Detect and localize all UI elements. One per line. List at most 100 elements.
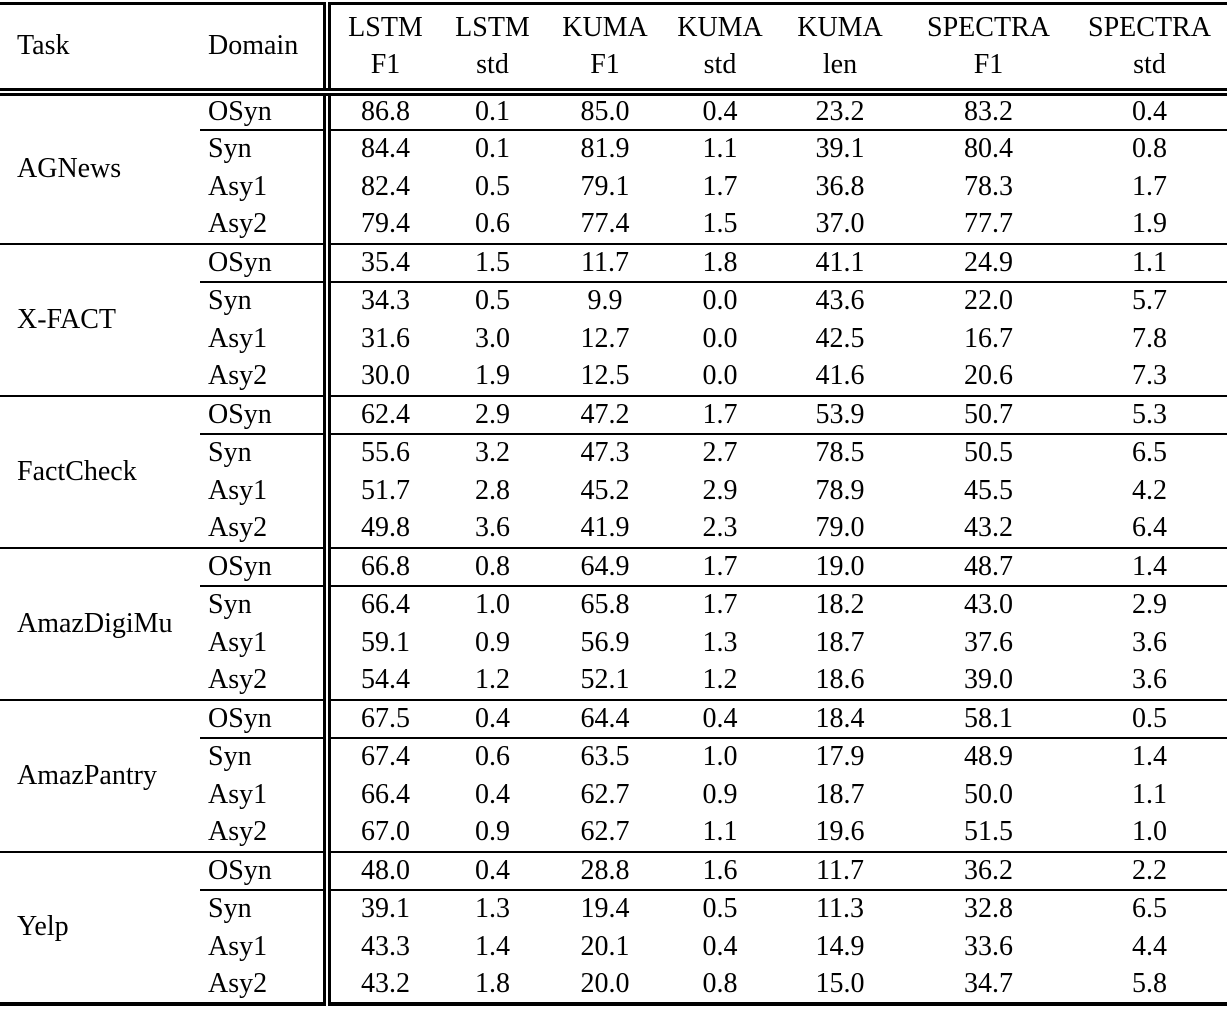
value-cell: 2.3 bbox=[665, 509, 775, 549]
table-row: Asy2 30.0 1.9 12.5 0.0 41.6 20.6 7.3 bbox=[0, 357, 1227, 397]
header-model-label: KUMA bbox=[677, 12, 763, 44]
header-model-label: LSTM bbox=[455, 12, 530, 44]
value-cell: 47.3 bbox=[580, 437, 630, 468]
value-cell: 83.2 bbox=[905, 91, 1072, 131]
value-cell: 6.5 bbox=[1132, 437, 1167, 468]
value-cell: 19.4 bbox=[580, 893, 630, 924]
value-cell: 6.5 bbox=[1132, 893, 1167, 924]
value-cell: 67.5 bbox=[323, 699, 440, 739]
value-cell: 66.4 bbox=[323, 585, 440, 624]
domain-cell: Asy1 bbox=[208, 474, 268, 506]
value-cell: 62.7 bbox=[580, 778, 630, 810]
value-cell: 39.1 bbox=[815, 133, 865, 164]
domain-cell: OSyn bbox=[200, 699, 327, 739]
value-cell: 2.9 bbox=[1132, 589, 1167, 620]
value-cell: 81.9 bbox=[580, 133, 630, 164]
value-cell: 11.3 bbox=[816, 893, 864, 924]
value-cell: 20.1 bbox=[580, 930, 630, 962]
table-row: Asy2 54.4 1.2 52.1 1.2 18.6 39.0 3.6 bbox=[0, 661, 1227, 701]
domain-cell: OSyn bbox=[200, 395, 327, 435]
value-cell: 35.4 bbox=[323, 243, 440, 283]
value-cell: 14.9 bbox=[815, 930, 865, 962]
value-cell: 11.7 bbox=[545, 243, 665, 283]
value-cell: 0.9 bbox=[440, 813, 545, 853]
value-cell: 51.7 bbox=[323, 471, 440, 510]
table-row: Syn 55.6 3.2 47.3 2.7 78.5 50.5 6.5 bbox=[0, 433, 1227, 472]
value-cell: 9.9 bbox=[587, 285, 623, 316]
task-cell: FactCheck bbox=[0, 395, 200, 549]
value-cell: 1.0 bbox=[702, 741, 738, 772]
value-cell: 0.6 bbox=[440, 205, 545, 245]
value-cell: 1.5 bbox=[665, 205, 775, 245]
table-row: Asy1 59.1 0.9 56.9 1.3 18.7 37.6 3.6 bbox=[0, 623, 1227, 662]
value-cell: 62.7 bbox=[545, 813, 665, 853]
value-cell: 1.3 bbox=[475, 893, 510, 924]
value-cell: 50.7 bbox=[905, 395, 1072, 435]
column-header-domain: Domain bbox=[200, 3, 327, 96]
value-cell: 18.6 bbox=[775, 661, 905, 701]
table-row: FactCheck OSyn 62.4 2.9 47.2 1.7 53.9 50.7 5.3 bbox=[0, 395, 1227, 549]
header-model-label: LSTM bbox=[348, 12, 423, 44]
value-cell: 0.8 bbox=[1132, 133, 1167, 164]
value-cell: 20.0 bbox=[545, 965, 665, 1005]
value-cell: 28.8 bbox=[545, 851, 665, 891]
value-cell: 63.5 bbox=[580, 741, 630, 772]
value-cell: 7.3 bbox=[1072, 357, 1227, 397]
value-cell: 17.9 bbox=[815, 741, 865, 772]
value-cell: 0.9 bbox=[702, 778, 738, 810]
value-cell: 54.4 bbox=[323, 661, 440, 701]
value-cell: 41.6 bbox=[775, 357, 905, 397]
value-cell: 37.0 bbox=[775, 205, 905, 245]
value-cell: 2.8 bbox=[475, 474, 510, 506]
value-cell: 18.2 bbox=[815, 589, 865, 620]
value-cell: 5.7 bbox=[1132, 285, 1167, 316]
value-cell: 0.4 bbox=[665, 91, 775, 131]
value-cell: 47.2 bbox=[545, 395, 665, 435]
domain-cell: Asy2 bbox=[200, 205, 327, 245]
column-header-task: Task bbox=[0, 3, 200, 96]
value-cell: 58.1 bbox=[905, 699, 1072, 739]
domain-cell: Syn bbox=[208, 893, 252, 924]
value-cell: 62.4 bbox=[323, 395, 440, 435]
value-cell: 1.0 bbox=[475, 589, 510, 620]
value-cell: 45.2 bbox=[580, 474, 630, 506]
value-cell: 0.5 bbox=[702, 893, 738, 924]
table-header: Task Domain LSTM F1 LSTM std KUMA F1 KUM… bbox=[0, 3, 1227, 96]
value-cell: 67.4 bbox=[323, 737, 440, 776]
value-cell: 1.5 bbox=[440, 243, 545, 283]
value-cell: 1.1 bbox=[665, 813, 775, 853]
task-cell: Yelp bbox=[0, 851, 200, 1005]
value-cell: 0.4 bbox=[440, 851, 545, 891]
column-header-spectra-std: SPECTRA std bbox=[1072, 3, 1227, 96]
column-header-kuma-f1: KUMA F1 bbox=[545, 3, 665, 96]
value-cell: 0.4 bbox=[475, 778, 510, 810]
results-table: Task Domain LSTM F1 LSTM std KUMA F1 KUM… bbox=[0, 2, 1227, 1006]
value-cell: 36.8 bbox=[815, 170, 865, 202]
table-row: Syn 39.1 1.3 19.4 0.5 11.3 32.8 6.5 bbox=[0, 889, 1227, 928]
domain-cell: Syn bbox=[208, 133, 252, 164]
value-cell: 3.2 bbox=[475, 437, 510, 468]
value-cell: 41.9 bbox=[545, 509, 665, 549]
value-cell: 50.5 bbox=[964, 437, 1013, 468]
value-cell: 16.7 bbox=[964, 322, 1013, 354]
domain-cell: Asy2 bbox=[200, 509, 327, 549]
value-cell: 23.2 bbox=[775, 91, 905, 131]
header-metric-label: F1 bbox=[370, 49, 401, 81]
domain-cell: Asy2 bbox=[200, 965, 327, 1005]
value-cell: 51.5 bbox=[905, 813, 1072, 853]
value-cell: 0.5 bbox=[475, 170, 510, 202]
column-header-kuma-len: KUMA len bbox=[775, 3, 905, 96]
value-cell: 86.8 bbox=[323, 91, 440, 131]
value-cell: 4.2 bbox=[1132, 474, 1167, 506]
value-cell: 56.9 bbox=[580, 626, 630, 658]
value-cell: 1.7 bbox=[665, 547, 775, 587]
value-cell: 1.7 bbox=[1132, 170, 1167, 202]
value-cell: 1.4 bbox=[1132, 741, 1167, 772]
column-header-spectra-f1: SPECTRA F1 bbox=[905, 3, 1072, 96]
value-cell: 0.5 bbox=[475, 285, 510, 316]
value-cell: 43.2 bbox=[905, 509, 1072, 549]
value-cell: 49.8 bbox=[323, 509, 440, 549]
value-cell: 43.3 bbox=[323, 927, 440, 966]
value-cell: 79.4 bbox=[323, 205, 440, 245]
table-row: Asy1 51.7 2.8 45.2 2.9 78.9 45.5 4.2 bbox=[0, 471, 1227, 510]
